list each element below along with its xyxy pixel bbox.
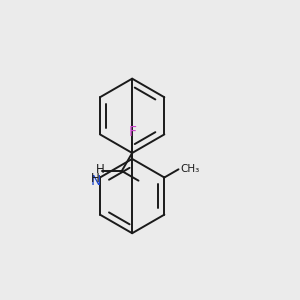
- Text: F: F: [128, 125, 136, 139]
- Text: N: N: [91, 174, 101, 188]
- Text: H: H: [96, 163, 105, 176]
- Text: CH₃: CH₃: [180, 164, 199, 174]
- Text: H: H: [91, 172, 99, 185]
